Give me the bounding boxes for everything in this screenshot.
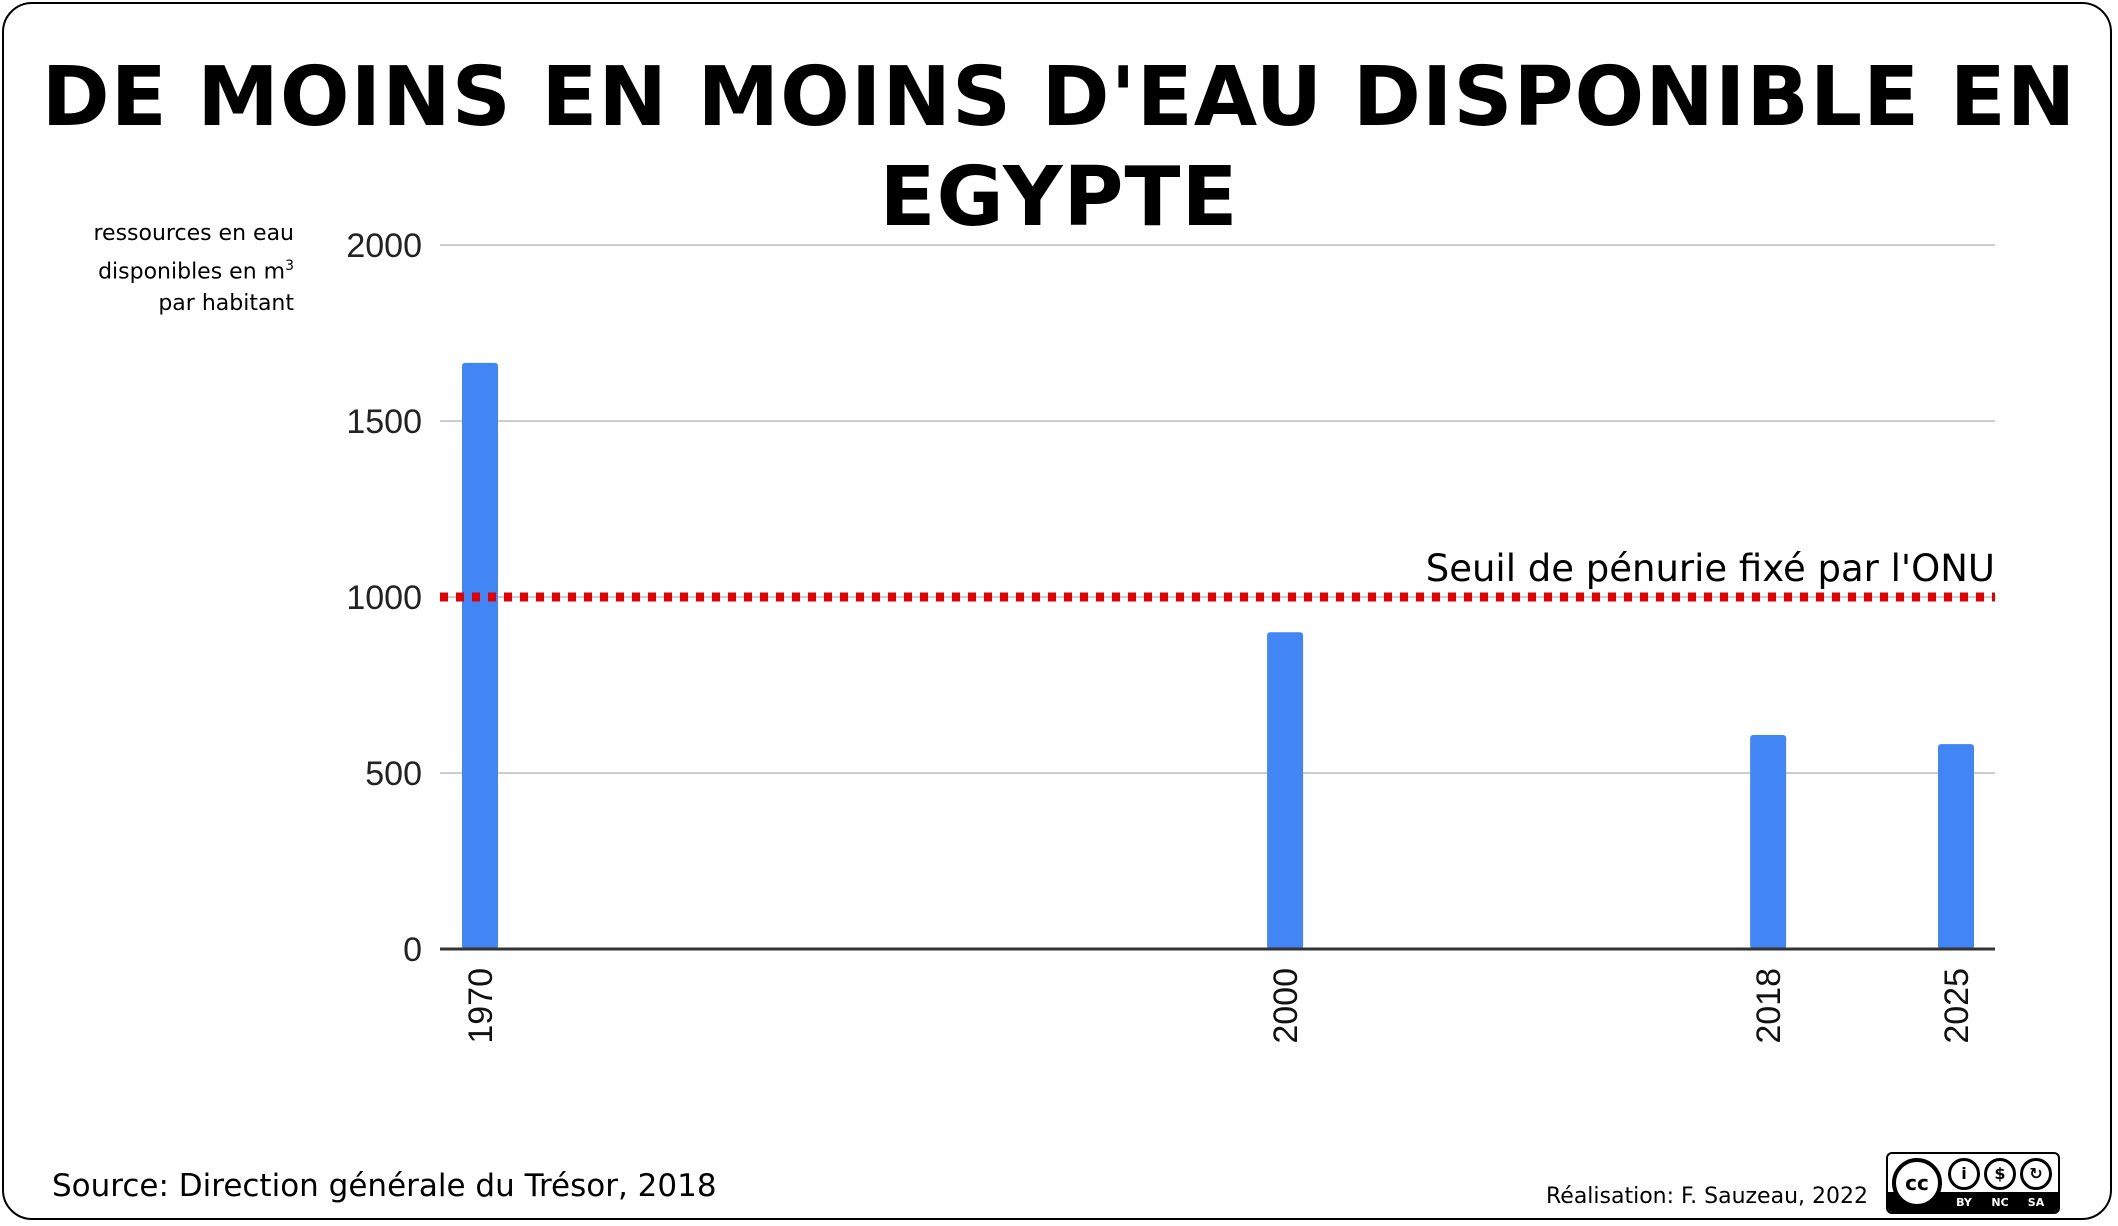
- source-note: Source: Direction générale du Trésor, 20…: [52, 1168, 717, 1204]
- cc-tag-sa: SA: [2027, 1196, 2045, 1209]
- threshold-label: Seuil de pénurie fixé par l'ONU: [1426, 547, 1995, 590]
- cc-logo-icon: cc: [1892, 1158, 1942, 1208]
- bar-2000: [1267, 632, 1304, 949]
- y-tick-label: 2000: [346, 227, 422, 265]
- bar-2025: [1938, 744, 1974, 949]
- nc-icon: $: [1984, 1158, 2016, 1190]
- bar-1970: [462, 362, 498, 949]
- cc-license-badge[interactable]: cc i $ ↻ BY NC SA: [1886, 1152, 2060, 1214]
- y-axis-label-line3: par habitant: [158, 291, 294, 317]
- y-tick-label: 1500: [346, 403, 422, 441]
- x-tick-label: 2000: [1267, 968, 1305, 1044]
- bar-2018: [1750, 734, 1787, 949]
- by-icon: i: [1948, 1158, 1980, 1190]
- chart-title: DE MOINS EN MOINS D'EAU DISPONIBLE EN EG…: [41, 50, 2077, 245]
- y-tick-label: 500: [365, 755, 422, 793]
- x-tick-label: 2025: [1938, 968, 1976, 1044]
- y-axis-label-line1: ressources en eau: [93, 221, 294, 246]
- x-tick-label: 2018: [1750, 968, 1788, 1044]
- y-axis-label-line2: disponibles en m3: [40, 250, 294, 288]
- y-tick-label: 1000: [346, 579, 422, 617]
- y-axis-label-line2-text: disponibles en m: [98, 259, 286, 285]
- cc-tag-by: BY: [1956, 1196, 1972, 1209]
- x-tick-label: 1970: [462, 968, 500, 1044]
- credit-note: Réalisation: F. Sauzeau, 2022: [1545, 1184, 1868, 1209]
- sa-icon: ↻: [2020, 1158, 2052, 1190]
- y-tick-label: 0: [403, 931, 422, 969]
- y-axis-label: ressources en eau disponibles en m3 par …: [40, 218, 294, 320]
- cc-tag-nc: NC: [1991, 1196, 2009, 1209]
- y-axis-label-superscript: 3: [285, 258, 294, 274]
